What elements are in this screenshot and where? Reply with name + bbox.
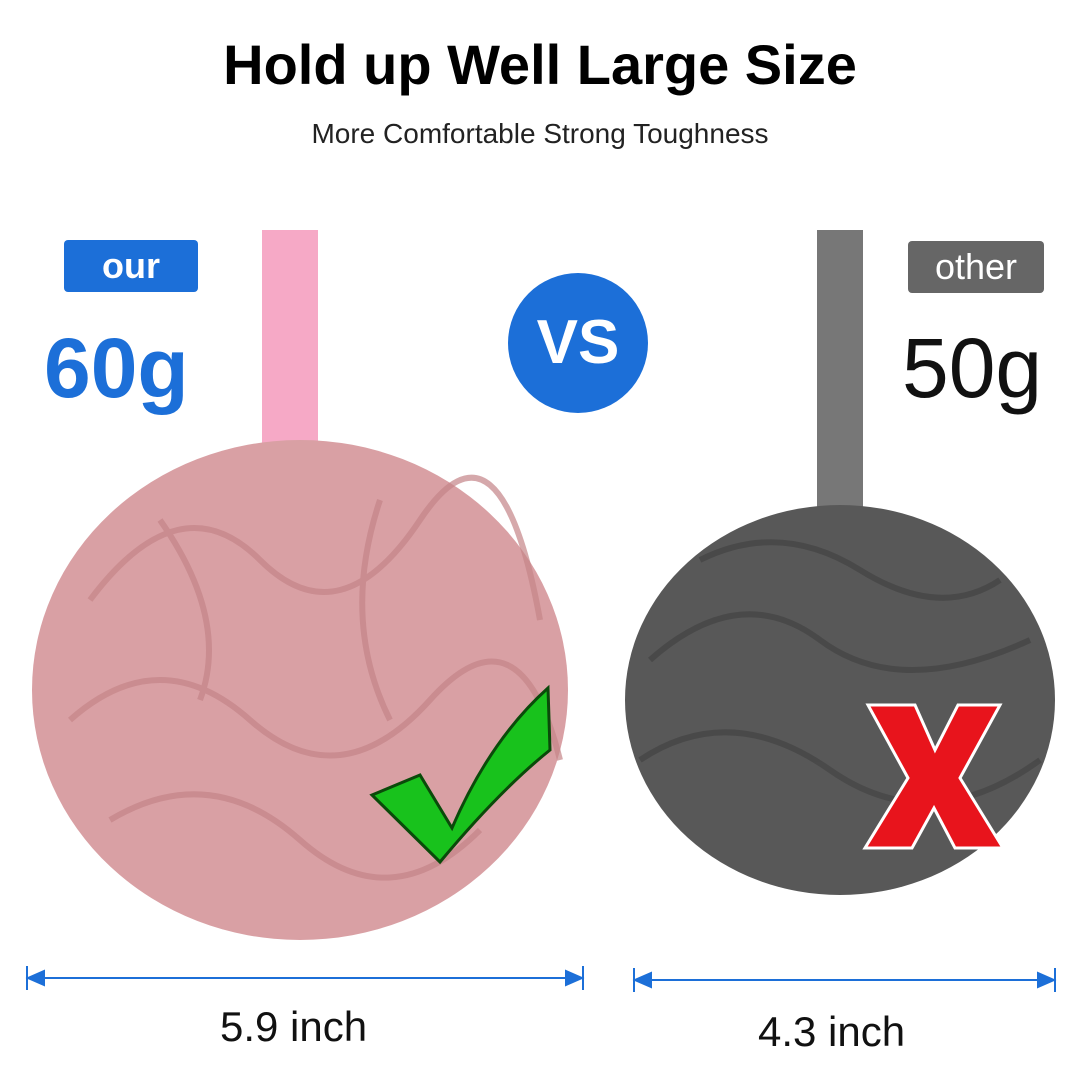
our-size: 5.9 inch [220,1003,368,1050]
vs-badge: VS [508,273,648,413]
pink-pouf [32,440,568,940]
gray-ribbon [817,230,863,520]
other-weight: 50g [902,321,1043,415]
our-badge: our [64,240,198,292]
check-icon [369,684,552,865]
left-dimension-arrow [25,966,585,990]
subtitle: More Comfortable Strong Toughness [311,118,769,149]
x-icon [862,703,1006,850]
right-dimension-arrow [632,968,1057,992]
other-size: 4.3 inch [758,1008,906,1055]
our-weight: 60g [44,321,189,415]
title: Hold up Well Large Size [223,33,857,96]
pink-ribbon [262,230,318,460]
other-badge: other [908,241,1044,293]
